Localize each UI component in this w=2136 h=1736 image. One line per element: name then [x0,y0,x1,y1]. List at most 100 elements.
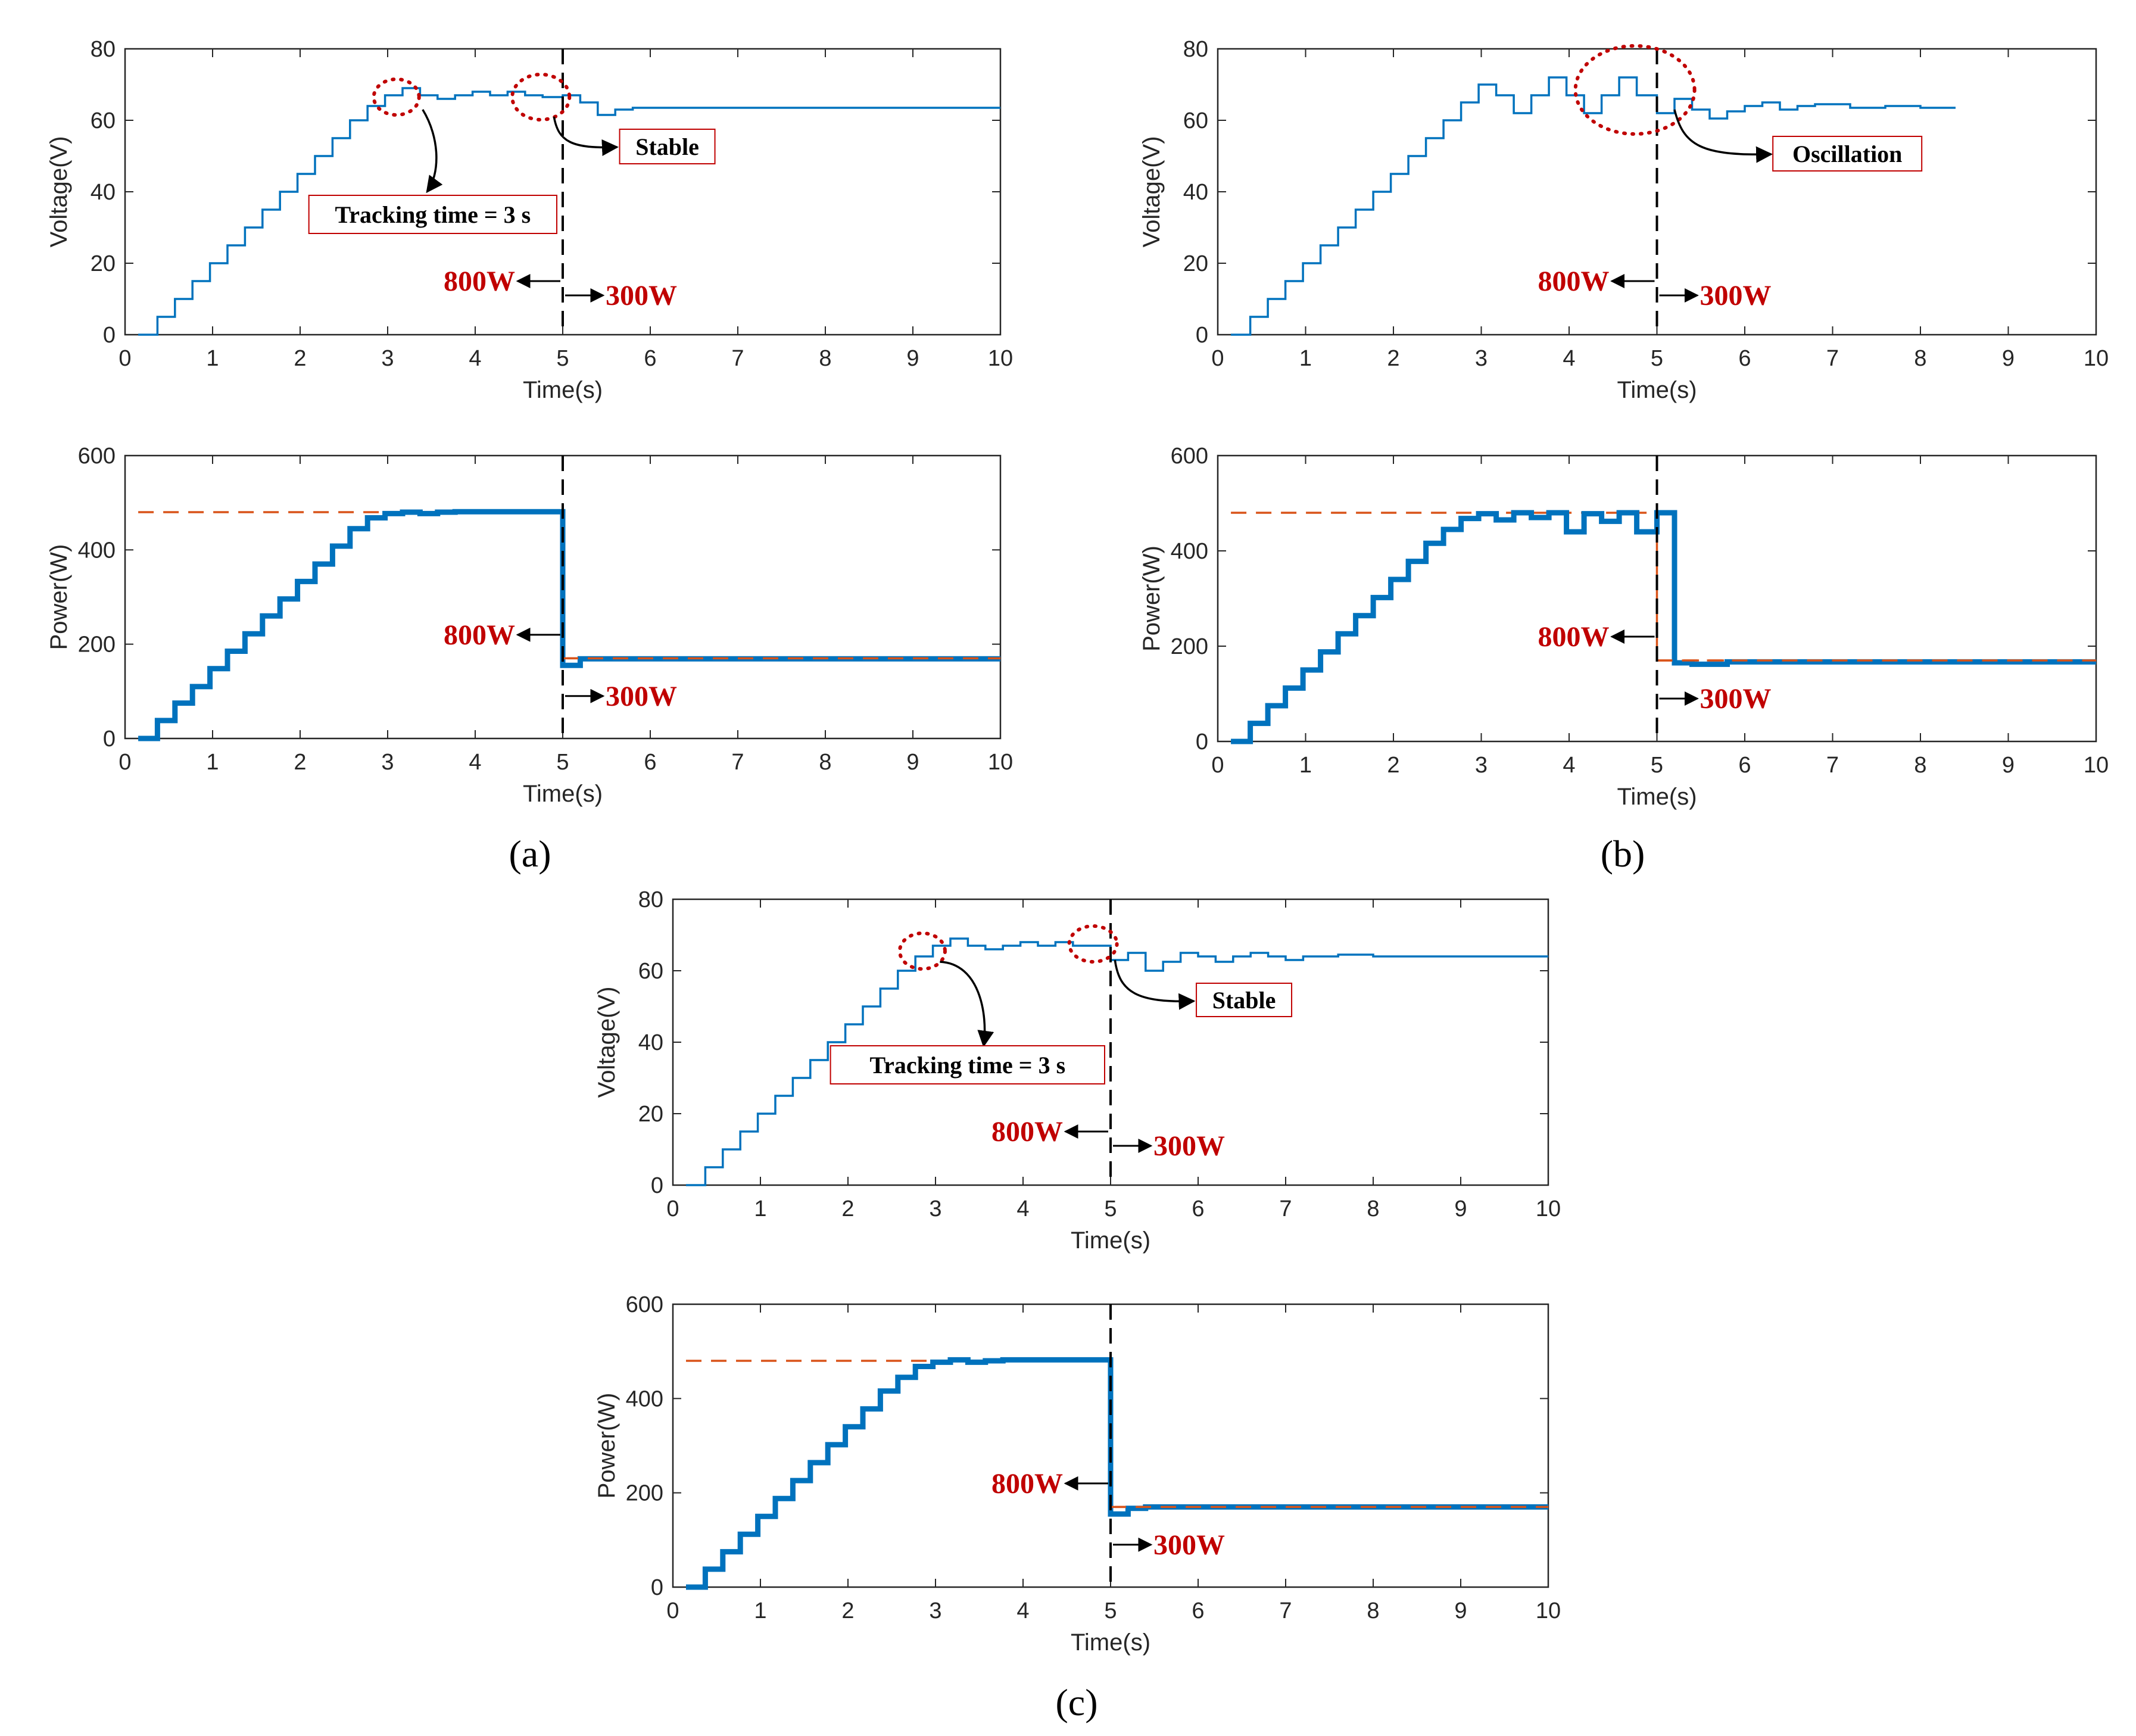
x-tick-label: 4 [1016,1598,1029,1623]
x-tick-label: 9 [906,750,919,775]
voltage-series-line [686,937,1548,1186]
x-tick-label: 5 [1104,1196,1117,1221]
tracking-time-label-a-text: Tracking time = 3 s [335,201,531,228]
y-tick-label: 0 [651,1173,663,1198]
y-tick-label: 0 [1196,730,1208,755]
x-tick-label: 6 [1738,346,1751,371]
y-tick-label: 0 [651,1575,663,1600]
label-800w: 800W [991,1116,1063,1148]
x-tick-label: 10 [1536,1196,1561,1221]
y-tick-label: 600 [1171,444,1208,469]
stable-label-c-text: Stable [1212,987,1276,1014]
tracking-time-label-a-frame [308,195,557,234]
y-tick-label: 400 [1171,539,1208,564]
x-tick-label: 8 [1367,1196,1379,1221]
y-tick-label: 80 [1183,37,1208,62]
power-series-line [138,509,1000,741]
x-tick-label: 3 [929,1598,941,1623]
oscillation-label-b-frame [1772,136,1923,172]
x-tick-label: 7 [1826,346,1839,371]
tracking-arrow-a [422,109,443,194]
x-tick-label: 6 [1738,753,1751,778]
x-tick-label: 5 [1651,346,1663,371]
axes-c-voltage: 0 1 2 3 4 5 6 7 8 9 10 0 20 40 60 80 Time(s) Voltage(V) [594,887,1561,1254]
stable-label-a-frame [619,129,716,164]
stable-label-a: Stable [619,129,716,164]
y-tick-label: 20 [638,1102,663,1127]
x-tick-label: 10 [1536,1598,1561,1623]
x-tick-label: 8 [1914,753,1926,778]
x-tick-label: 8 [1367,1598,1379,1623]
x-tick-label: 2 [294,346,306,371]
y-tick-label: 80 [91,37,116,62]
y-tick-label: 200 [1171,634,1208,659]
y-tick-label: 200 [78,632,116,657]
x-tick-label: 2 [841,1196,854,1221]
label-300w: 300W [1153,1130,1225,1162]
x-tick-label: 10 [988,346,1013,371]
x-tick-label: 3 [381,346,394,371]
y-tick-label: 40 [638,1030,663,1055]
y-tick-label: 600 [626,1292,663,1317]
y-tick-label: 60 [638,959,663,984]
y-tick-label: 200 [626,1481,663,1506]
y-tick-label: 20 [91,251,116,276]
x-tick-label: 3 [381,750,394,775]
x-tick-label: 5 [1651,753,1663,778]
x-axis-label: Time(s) [1617,377,1697,403]
voltage-series-line [1231,76,1956,336]
tracking-time-label-c-frame [830,1045,1105,1084]
x-tick-label: 1 [754,1196,766,1221]
stable-point-ellipse-c [1067,924,1119,964]
stable-point-ellipse-a [510,73,572,121]
x-tick-label: 4 [1016,1196,1029,1221]
x-tick-label: 3 [1475,753,1488,778]
label-300w: 300W [1700,280,1772,311]
oscillation-label-b-text: Oscillation [1792,141,1902,167]
x-tick-label: 0 [666,1598,679,1623]
x-tick-label: 5 [1104,1598,1117,1623]
x-tick-label: 9 [1454,1196,1467,1221]
x-axis-label: Time(s) [523,377,603,403]
x-tick-label: 10 [2084,346,2109,371]
label-300w: 300W [606,280,677,311]
x-tick-label: 1 [1299,346,1312,371]
irradiance-labels-c-power: 800W 300W [991,1468,1225,1561]
x-tick-label: 9 [2002,346,2015,371]
x-tick-label: 0 [1211,753,1224,778]
x-tick-label: 3 [1475,346,1488,371]
y-tick-label: 400 [78,538,116,563]
x-tick-label: 6 [644,750,656,775]
tracking-point-ellipse-c [897,931,947,971]
x-tick-label: 4 [1563,346,1575,371]
x-tick-label: 0 [1211,346,1224,371]
x-tick-label: 1 [1299,753,1312,778]
power-series-line [1231,510,2096,744]
y-axis-label: Power(W) [1139,546,1165,652]
x-axis-label: Time(s) [1071,1227,1150,1254]
y-tick-label: 60 [91,108,116,133]
x-tick-label: 7 [1826,753,1839,778]
max-power-reference-line [1231,512,2096,662]
x-tick-label: 8 [1914,346,1926,371]
x-tick-label: 1 [206,750,219,775]
label-300w: 300W [1153,1529,1225,1561]
stable-arrow-c [1114,959,1196,1010]
y-axis-label: Voltage(V) [46,136,72,248]
axes-b-voltage: 0 1 2 3 4 5 6 7 8 9 10 0 20 40 60 80 Time(s) Voltage(V) [1139,37,2109,403]
x-tick-label: 7 [731,750,744,775]
voltage-series-line [138,87,1000,336]
irradiance-labels-a-power: 800W 300W [444,619,677,712]
x-tick-label: 6 [1192,1196,1204,1221]
x-tick-label: 2 [1387,753,1399,778]
x-tick-label: 0 [119,346,131,371]
label-300w: 300W [606,681,677,712]
panel-label-b: (b) [1601,833,1645,875]
x-tick-label: 4 [469,750,481,775]
tracking-time-label-c-text: Tracking time = 3 s [869,1052,1065,1079]
x-tick-label: 7 [731,346,744,371]
stable-label-a-text: Stable [635,133,699,160]
